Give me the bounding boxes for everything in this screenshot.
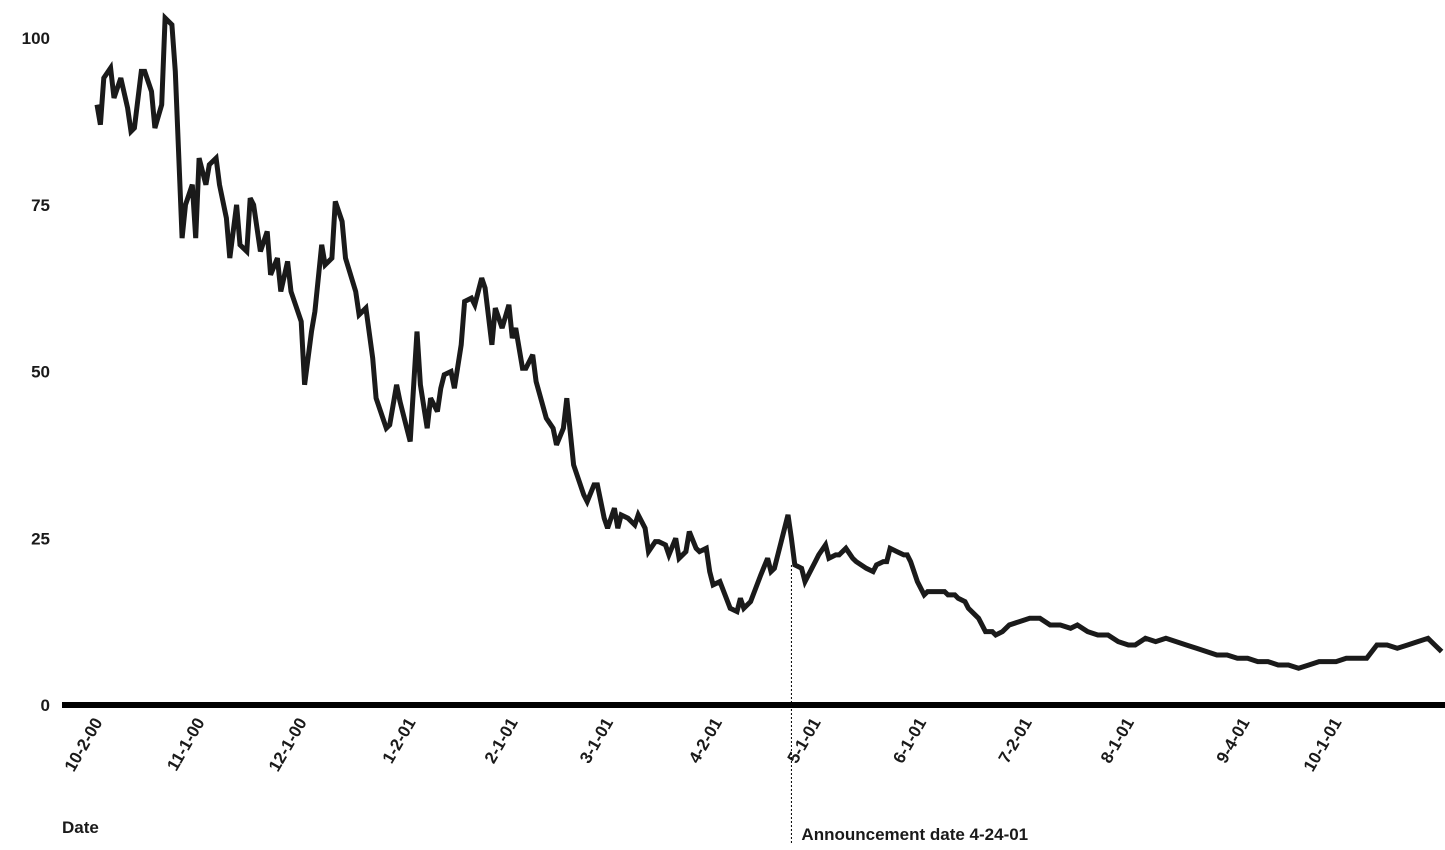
x-tick-label: 6-1-01 (889, 715, 930, 767)
y-tick-label: 50 (31, 363, 50, 382)
annotation-text: Announcement date 4-24-01 (801, 825, 1028, 844)
y-tick-label: 25 (31, 529, 50, 548)
x-axis-label: Date (62, 818, 99, 837)
x-tick-label: 9-4-01 (1213, 715, 1254, 767)
x-tick-label: 4-2-01 (685, 715, 726, 767)
x-tick-label: 2-1-01 (481, 715, 522, 767)
y-tick-label: 100 (22, 29, 50, 48)
x-tick-label: 7-2-01 (995, 715, 1036, 767)
x-tick-label: 8-1-01 (1097, 715, 1138, 767)
x-tick-label: 10-1-01 (1300, 715, 1346, 775)
y-tick-label: 75 (31, 196, 50, 215)
y-tick-label: 0 (41, 696, 50, 715)
x-tick-label: 12-1-00 (265, 715, 311, 775)
x-tick-label: 11-1-00 (163, 715, 208, 774)
x-tick-label: 5-1-01 (784, 715, 825, 767)
x-tick-label: 1-2-01 (379, 715, 420, 767)
price-line (94, 12, 1444, 671)
x-tick-label: 10-2-00 (61, 715, 107, 775)
x-tick-label: 3-1-01 (576, 715, 617, 767)
